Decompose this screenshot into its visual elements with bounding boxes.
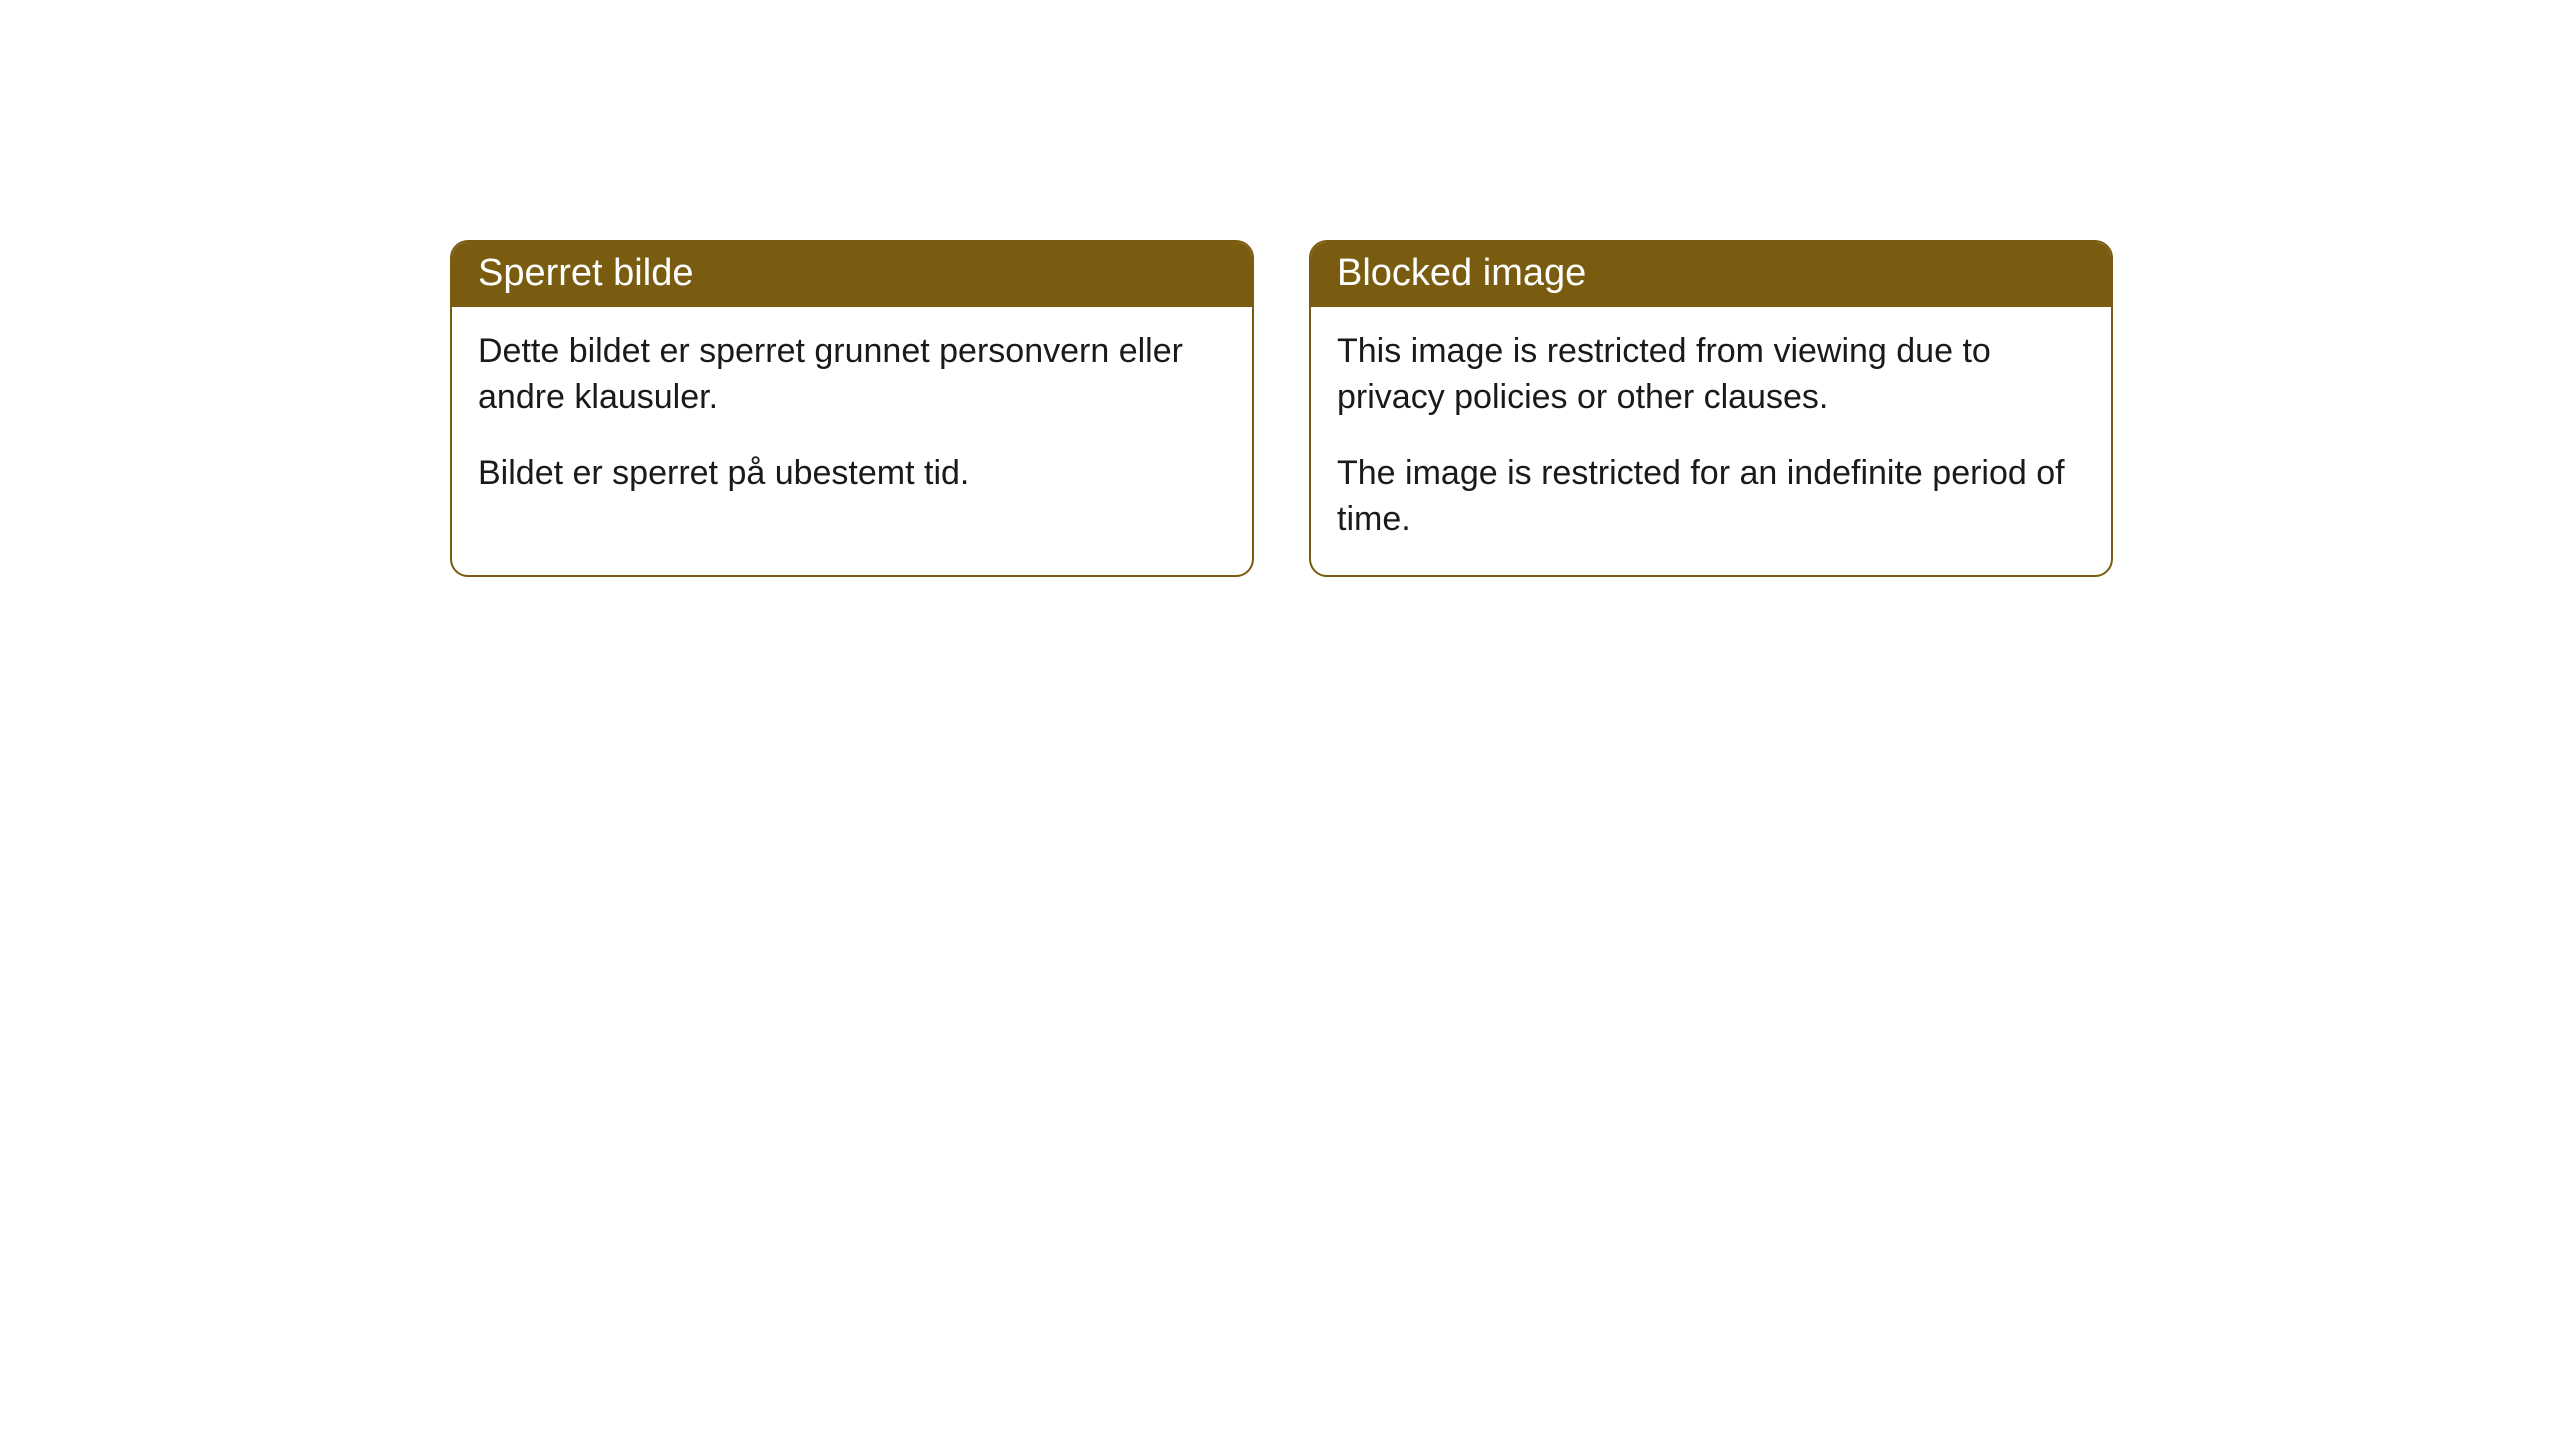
card-header-norwegian: Sperret bilde <box>452 242 1252 307</box>
notice-text-english-1: This image is restricted from viewing du… <box>1337 329 2085 421</box>
notice-card-english: Blocked image This image is restricted f… <box>1309 240 2113 577</box>
notice-text-english-2: The image is restricted for an indefinit… <box>1337 451 2085 543</box>
card-body-norwegian: Dette bildet er sperret grunnet personve… <box>452 307 1252 529</box>
notice-text-norwegian-2: Bildet er sperret på ubestemt tid. <box>478 451 1226 497</box>
card-body-english: This image is restricted from viewing du… <box>1311 307 2111 575</box>
notice-cards-container: Sperret bilde Dette bildet er sperret gr… <box>450 240 2560 577</box>
card-header-english: Blocked image <box>1311 242 2111 307</box>
notice-text-norwegian-1: Dette bildet er sperret grunnet personve… <box>478 329 1226 421</box>
notice-card-norwegian: Sperret bilde Dette bildet er sperret gr… <box>450 240 1254 577</box>
